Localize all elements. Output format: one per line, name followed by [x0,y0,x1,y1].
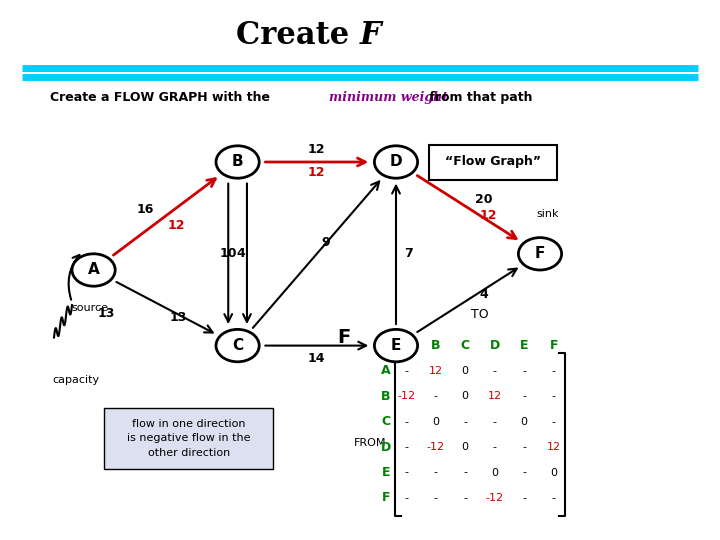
Text: A: A [401,339,411,352]
Text: 0: 0 [432,417,439,427]
Text: F: F [360,19,382,51]
Text: -: - [404,366,408,376]
Text: capacity: capacity [52,375,99,386]
Text: -12: -12 [397,392,415,401]
Text: is negative flow in the: is negative flow in the [127,434,251,443]
Text: -: - [522,493,526,503]
FancyBboxPatch shape [104,408,273,469]
Text: -: - [433,468,438,477]
Text: 0: 0 [462,392,469,401]
Text: 20: 20 [475,193,492,206]
Circle shape [374,329,418,362]
Text: C: C [382,415,390,428]
Circle shape [518,238,562,270]
Text: F: F [382,491,390,504]
Text: -: - [552,392,556,401]
Text: -: - [404,468,408,477]
Text: E: E [520,339,528,352]
Text: flow in one direction: flow in one direction [132,420,246,429]
Text: -: - [404,417,408,427]
Text: -: - [492,417,497,427]
Text: other direction: other direction [148,448,230,457]
Text: 14: 14 [308,352,325,365]
Text: 13: 13 [97,307,114,320]
Text: 0: 0 [550,468,557,477]
Text: -: - [492,442,497,452]
Circle shape [216,146,259,178]
Text: 0: 0 [521,417,528,427]
Text: 4: 4 [237,247,246,260]
Text: 4: 4 [480,288,488,301]
Text: -: - [404,493,408,503]
Text: from that path: from that path [425,91,532,104]
Text: E: E [391,338,401,353]
FancyBboxPatch shape [429,145,557,180]
Text: -: - [522,442,526,452]
Text: 0: 0 [491,468,498,477]
Text: TO: TO [471,308,489,321]
Text: minimum weight: minimum weight [329,91,448,104]
Text: E: E [382,466,390,479]
Text: B: B [381,390,391,403]
Text: D: D [381,441,391,454]
Text: “Flow Graph”: “Flow Graph” [445,156,541,168]
Text: 12: 12 [480,209,497,222]
Text: D: D [390,154,402,170]
Text: 16: 16 [137,203,154,216]
Text: A: A [88,262,99,278]
Text: sink: sink [536,208,559,219]
Text: C: C [461,339,469,352]
Text: 12: 12 [168,219,185,232]
Text: 12: 12 [487,392,502,401]
Text: -: - [552,493,556,503]
Text: -: - [522,468,526,477]
Text: -: - [433,493,438,503]
Text: -12: -12 [485,493,504,503]
Text: D: D [490,339,500,352]
Text: Create a FLOW GRAPH with the: Create a FLOW GRAPH with the [50,91,275,104]
Text: 0: 0 [462,366,469,376]
Circle shape [72,254,115,286]
Text: FROM: FROM [354,438,387,448]
Circle shape [216,329,259,362]
Text: -: - [463,417,467,427]
Text: 0: 0 [462,442,469,452]
Text: -: - [522,392,526,401]
Text: -: - [522,366,526,376]
Text: F: F [535,246,545,261]
Text: -: - [463,493,467,503]
Text: 13: 13 [170,311,187,324]
Text: C: C [232,338,243,353]
Text: F: F [337,328,350,347]
Text: 12: 12 [546,442,561,452]
Text: 12: 12 [428,366,443,376]
Text: -: - [404,442,408,452]
Text: -: - [433,392,438,401]
Text: Create: Create [236,19,360,51]
Text: -: - [552,417,556,427]
Text: -: - [463,468,467,477]
Text: -: - [552,366,556,376]
Text: B: B [431,339,441,352]
Text: 12: 12 [308,143,325,156]
Text: F: F [549,339,558,352]
Text: 12: 12 [308,166,325,179]
Text: A: A [381,364,391,377]
Text: source: source [71,303,109,314]
Text: 7: 7 [405,247,413,260]
Text: -12: -12 [426,442,445,452]
Circle shape [374,146,418,178]
Text: B: B [232,154,243,170]
Text: 9: 9 [321,237,330,249]
Text: 10: 10 [220,247,237,260]
Text: -: - [492,366,497,376]
